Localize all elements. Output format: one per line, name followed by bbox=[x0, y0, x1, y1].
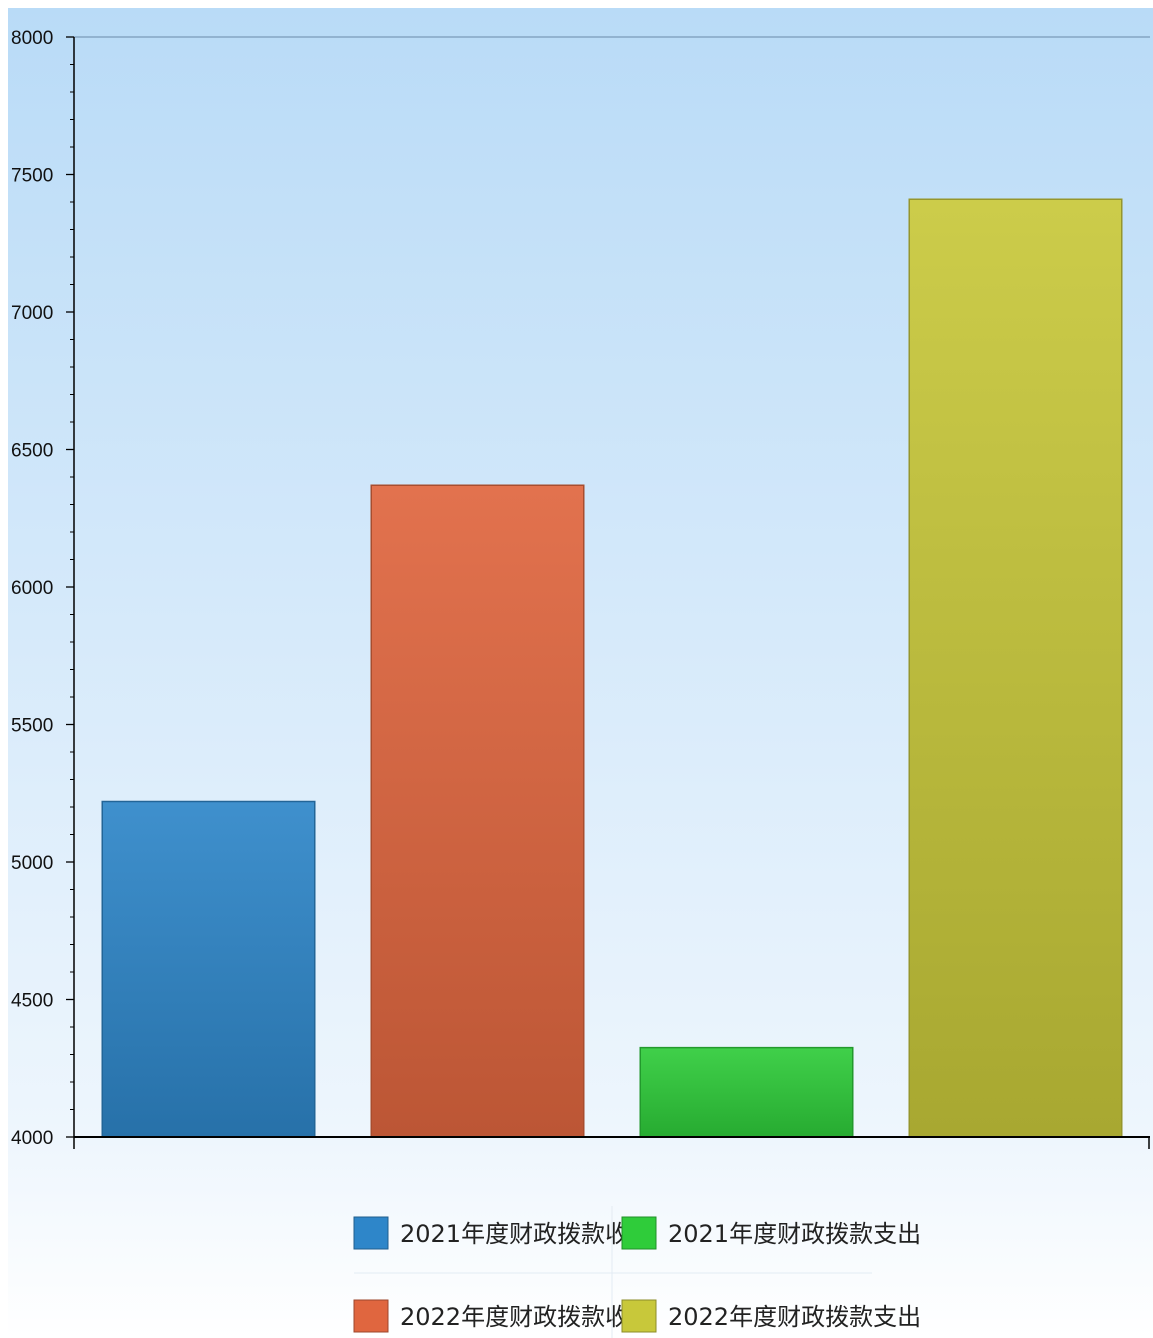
legend-label: 2022年度财政拨款支出 bbox=[668, 1303, 921, 1331]
y-tick-label: 6500 bbox=[11, 441, 53, 462]
bar-1 bbox=[101, 800, 316, 1138]
y-tick-label: 7000 bbox=[11, 303, 53, 324]
legend-label: 2022年度财政拨款收入 bbox=[400, 1303, 653, 1331]
y-tick-label: 8000 bbox=[11, 28, 53, 49]
bar-2 bbox=[370, 484, 585, 1138]
legend-swatch bbox=[353, 1299, 389, 1333]
legend-swatch bbox=[621, 1299, 657, 1333]
y-tick-label: 5000 bbox=[11, 853, 53, 874]
legend-label: 2021年度财政拨款支出 bbox=[668, 1220, 921, 1248]
y-tick-label: 4000 bbox=[11, 1128, 53, 1149]
y-tick-label: 7500 bbox=[11, 166, 53, 187]
legend-swatch bbox=[353, 1216, 389, 1250]
y-tick-label: 6000 bbox=[11, 578, 53, 599]
legend-label: 2021年度财政拨款收入 bbox=[400, 1220, 653, 1248]
bar-4 bbox=[908, 198, 1123, 1138]
y-tick-label: 4500 bbox=[11, 991, 53, 1012]
bar-3 bbox=[639, 1046, 854, 1138]
y-tick-label: 5500 bbox=[11, 716, 53, 737]
legend-swatch bbox=[621, 1216, 657, 1250]
